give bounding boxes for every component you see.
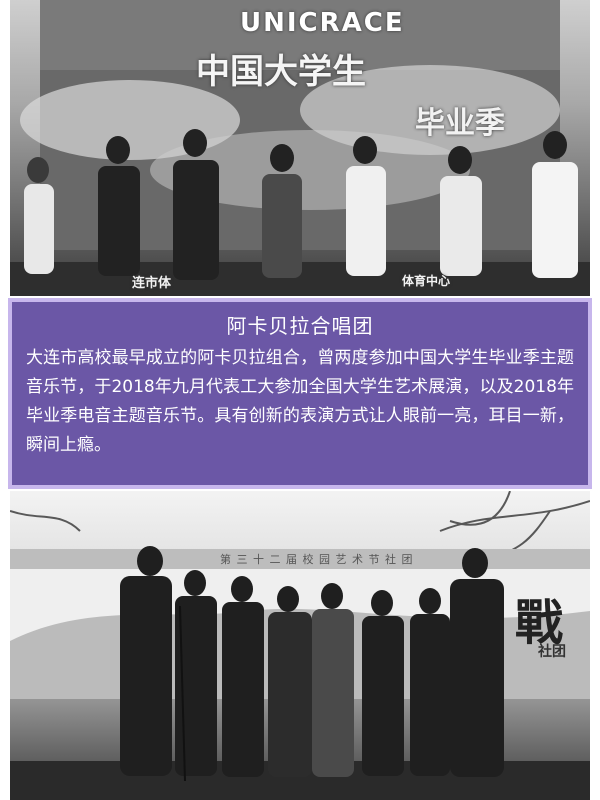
banner-title: 中国大学生 [196,52,366,92]
bottom-performance-photo: 第 三 十 二 届 校 园 艺 术 节 社 团 戰 社团 [10,491,590,800]
banner-subtitle: 毕业季 [415,106,505,141]
calligraphy-subtext: 社团 [538,644,566,660]
caption-box: 阿卡贝拉合唱团 大连市高校最早成立的阿卡贝拉组合，曾两度参加中国大学生毕业季主题… [6,296,594,491]
bottom-photo-scene [10,491,590,800]
caption-body: 大连市高校最早成立的阿卡贝拉组合，曾两度参加中国大学生毕业季主题音乐节，于201… [26,348,574,455]
stage-label-right: 体育中心 [402,274,451,288]
calligraphy-character: 戰 [515,595,564,651]
caption-title: 阿卡贝拉合唱团 [226,314,374,338]
banner-brand: UNICRACE [240,8,405,38]
bottom-banner-text: 第 三 十 二 届 校 园 艺 术 节 社 团 [220,553,414,566]
stage-label-left: 连市体 [132,276,172,291]
top-photo-scene [10,0,590,296]
top-performance-photo: UNICRACE 中国大学生 毕业季 连市体 体育中心 [10,0,590,296]
